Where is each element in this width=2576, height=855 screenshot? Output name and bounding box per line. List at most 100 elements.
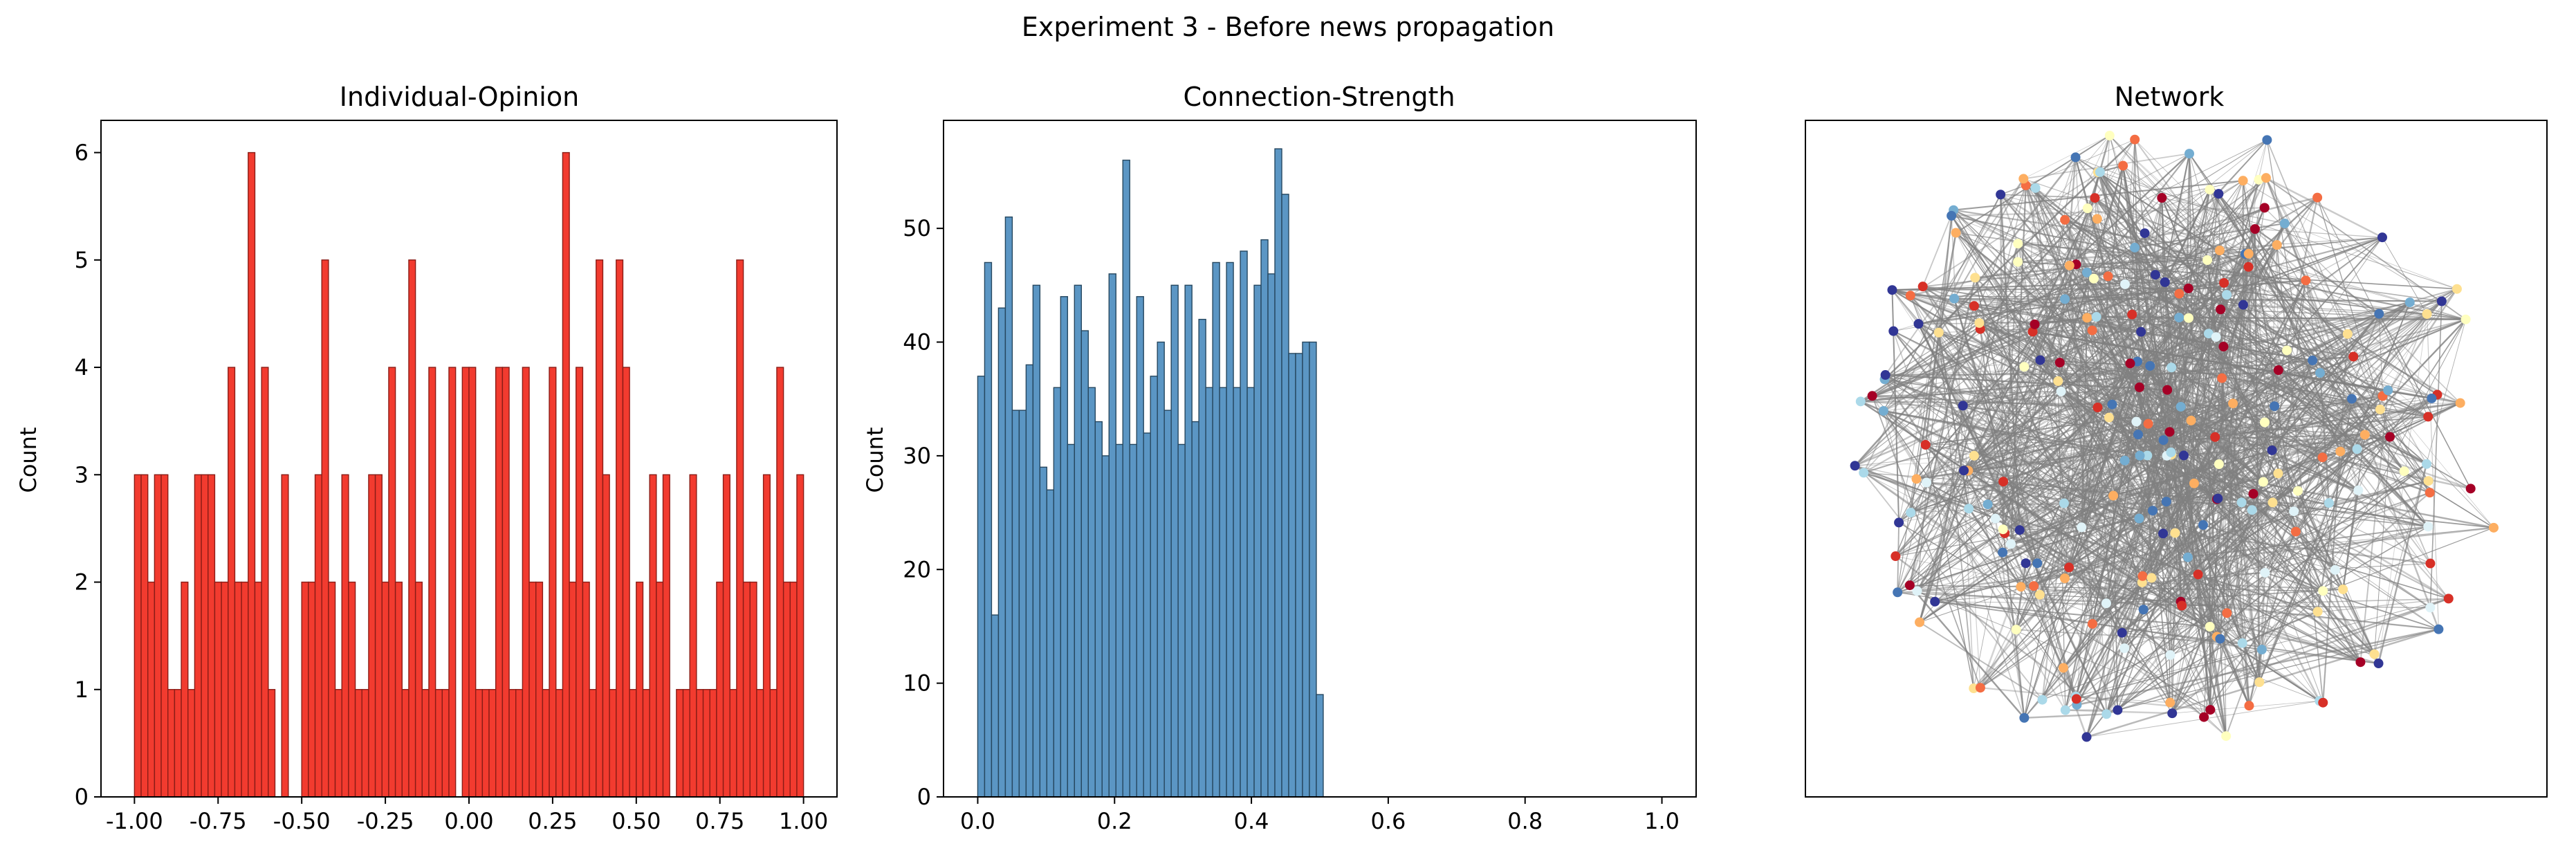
network-edge	[2061, 391, 2429, 481]
network-node	[2087, 618, 2097, 629]
network-edge	[2086, 223, 2285, 737]
opinion-histogram-bar	[762, 474, 771, 798]
network-node	[2273, 468, 2283, 479]
network-node	[2250, 223, 2260, 234]
opinion-histogram-bar	[782, 581, 791, 798]
network-edge	[2175, 532, 2431, 564]
network-edge	[2112, 304, 2244, 405]
network-edge	[1898, 391, 2062, 524]
network-edge	[2019, 272, 2088, 531]
strength-histogram-bar	[1281, 194, 1289, 798]
network-node	[2158, 528, 2169, 539]
opinion-histogram-bar	[702, 689, 710, 798]
network-edge	[2380, 318, 2467, 410]
strength-histogram-bar	[1253, 284, 1262, 798]
strength-histogram-ytick-label: 50	[903, 215, 931, 241]
network-edge	[1925, 444, 1974, 689]
opinion-histogram-bar	[328, 581, 336, 798]
opinion-histogram-bar	[649, 474, 657, 798]
network-edge	[2024, 713, 2107, 719]
strength-histogram-bar	[1150, 376, 1158, 798]
opinion-histogram-bar	[234, 581, 242, 798]
network-edge	[1854, 153, 2190, 466]
strength-histogram-panel: Connection-Strength Count 0.0 0.2 0.4 0.6 0.…	[862, 82, 1697, 834]
network-edge	[2216, 636, 2250, 706]
strength-histogram-bar	[1046, 489, 1055, 798]
network-edge	[2003, 403, 2234, 530]
network-edge	[2017, 135, 2110, 244]
opinion-histogram-bar	[241, 581, 249, 798]
network-node	[2013, 257, 2023, 267]
network-edge	[2209, 422, 2265, 710]
network-edge	[2064, 219, 2275, 407]
network-edge	[2258, 434, 2366, 683]
network-node	[2082, 313, 2092, 323]
network-edge	[1884, 378, 2357, 450]
strength-histogram-bar	[1205, 387, 1213, 798]
network-node	[2092, 214, 2102, 224]
strength-histogram-bar	[1157, 341, 1165, 798]
network-edge	[1938, 332, 1975, 689]
strength-histogram-frame	[943, 120, 1697, 798]
network-edge	[2023, 178, 2246, 255]
network-edge	[2002, 423, 2149, 553]
network-node	[2436, 296, 2447, 306]
network-node	[2216, 304, 2226, 315]
strength-histogram-bar	[984, 261, 993, 798]
strength-histogram-bar	[1170, 284, 1179, 798]
network-edge	[2124, 318, 2466, 461]
network-node	[2140, 228, 2150, 239]
network-node	[1974, 318, 1985, 328]
network-node	[2205, 621, 2215, 632]
network-node	[2130, 242, 2140, 252]
network-edge	[2097, 172, 2156, 275]
network-edge	[2136, 288, 2458, 423]
network-node	[2342, 329, 2353, 339]
opinion-histogram-bar	[208, 474, 216, 798]
opinion-histogram-bar	[254, 581, 262, 798]
strength-histogram-bar	[1011, 410, 1020, 798]
opinion-histogram-bar	[515, 689, 524, 798]
opinion-histogram-bar	[348, 581, 356, 798]
network-edge	[1953, 210, 2220, 251]
network-edge	[2016, 629, 2243, 644]
network-edge	[2266, 140, 2336, 571]
network-edges	[1854, 135, 2494, 738]
network-node	[2082, 203, 2092, 214]
opinion-histogram-xtick-label: 1.00	[779, 808, 828, 834]
network-node	[2184, 313, 2194, 323]
network-node	[2056, 386, 2066, 396]
network-node	[2260, 567, 2270, 578]
network-node	[2213, 493, 2223, 504]
strength-histogram-bar	[1136, 296, 1144, 798]
opinion-histogram-title: Individual-Opinion	[340, 82, 579, 112]
network-edge	[2040, 360, 2082, 528]
network-edge	[1963, 398, 2352, 471]
network-node	[1933, 327, 1944, 338]
network-edge	[2108, 279, 2306, 419]
network-node	[2256, 645, 2267, 655]
network-edge	[2254, 228, 2383, 238]
network-node	[2081, 732, 2092, 742]
network-node	[2064, 562, 2074, 573]
network-edge	[1863, 218, 2098, 473]
network-edge	[2035, 187, 2143, 583]
network-node	[2070, 152, 2081, 163]
network-node	[2317, 452, 2328, 463]
opinion-histogram-bar	[194, 474, 202, 798]
network-edge	[2215, 337, 2243, 643]
opinion-histogram-xtick-label: -0.50	[273, 808, 331, 834]
strength-histogram-bar	[1212, 261, 1220, 798]
network-edge	[2271, 280, 2307, 451]
network-edge	[2208, 333, 2211, 710]
network-node	[2422, 459, 2432, 469]
network-edge	[1883, 194, 2001, 412]
network-node	[2101, 709, 2112, 719]
opinion-histogram-bar	[662, 474, 670, 798]
opinion-histogram-bar	[381, 581, 389, 798]
opinion-histogram-bar	[448, 367, 457, 798]
network-node	[2488, 522, 2499, 533]
network-node	[2117, 627, 2127, 638]
network-edge	[1978, 322, 2004, 530]
network-edge	[2017, 243, 2066, 300]
